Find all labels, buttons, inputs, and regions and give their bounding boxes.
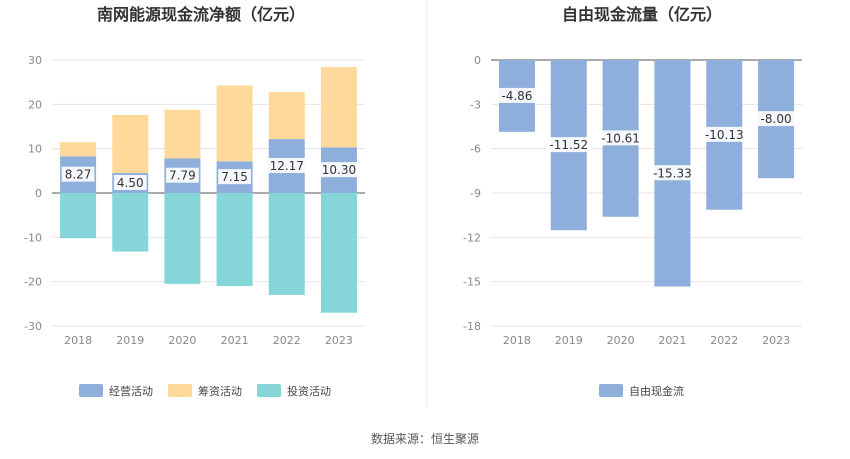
x-tick-label: 2019 (555, 334, 583, 347)
x-tick-label: 2023 (762, 334, 790, 347)
data-label: -11.52 (549, 138, 588, 152)
bar-financing (60, 142, 97, 157)
y-tick-label: 30 (28, 54, 42, 67)
y-tick-label: -6 (470, 143, 481, 156)
data-label: -10.13 (705, 128, 744, 142)
y-tick-label: 10 (28, 143, 42, 156)
data-label: -4.86 (501, 89, 532, 103)
bars (498, 60, 795, 287)
x-tick-label: 2021 (658, 334, 686, 347)
legend-swatch (79, 384, 103, 397)
data-label-bg (596, 130, 645, 146)
data-label-bg (166, 167, 199, 183)
y-axis: 0 -3 -6 -9 -12 -15 -18 (463, 54, 481, 333)
x-tick-label: 2023 (325, 334, 353, 347)
bar-investing (60, 193, 97, 239)
data-label-bg (61, 166, 95, 182)
y-tick-label: -30 (24, 320, 42, 333)
data-label: -8.00 (761, 112, 792, 126)
x-tick-label: 2018 (64, 334, 92, 347)
x-tick-label: 2020 (607, 334, 635, 347)
y-tick-label: -18 (463, 320, 481, 333)
data-label-bg (545, 137, 593, 153)
y-tick-label: 20 (28, 98, 42, 111)
x-tick-label: 2019 (116, 334, 144, 347)
data-label: 7.15 (221, 170, 248, 184)
y-axis: 30 20 10 0 -10 -20 -30 (24, 54, 42, 333)
y-tick-label: 0 (35, 187, 42, 200)
data-labels: 8.27 4.50 7.79 7.15 12.17 10.30 (61, 158, 359, 191)
x-axis: 2018 2019 2020 2021 2022 2023 (503, 334, 790, 347)
legend-label: 投资活动 (287, 384, 331, 398)
data-labels: -4.86 -11.52 -10.61 -15.33 -10.13 -8.00 (496, 87, 797, 181)
y-tick-label: -10 (24, 231, 42, 244)
bar-financing (320, 67, 357, 148)
y-tick-label: 0 (474, 54, 481, 67)
data-label: -10.61 (601, 131, 640, 145)
data-label-bg (318, 162, 359, 178)
bar-financing (216, 85, 253, 162)
data-label-bg (496, 87, 537, 103)
data-label: 7.79 (169, 169, 196, 183)
x-tick-label: 2021 (221, 334, 249, 347)
legend-label: 经营活动 (109, 384, 153, 398)
x-tick-label: 2020 (168, 334, 196, 347)
legend-swatch (168, 384, 192, 397)
legend-label: 自由现金流 (629, 384, 684, 398)
chart-title: 自由现金流量（亿元） (562, 5, 722, 24)
data-label-bg (700, 126, 748, 142)
source-note: 数据来源：恒生聚源 (371, 431, 479, 446)
data-label: 12.17 (270, 159, 304, 173)
x-tick-label: 2022 (273, 334, 301, 347)
grid (52, 59, 365, 327)
data-label: -15.33 (653, 166, 692, 180)
legend-label: 筹资活动 (198, 384, 242, 398)
data-label-bg (756, 111, 797, 127)
cash-flow-chart: 南网能源现金流净额（亿元） 30 20 10 0 -10 -20 -30 8.27 4.50 7… (24, 5, 365, 398)
legend: 自由现金流 (599, 384, 684, 398)
bar-financing (268, 92, 305, 140)
legend: 经营活动 筹资活动 投资活动 (79, 384, 331, 398)
bar-investing (320, 193, 357, 313)
y-tick-label: -3 (470, 98, 481, 111)
bar-investing (164, 193, 201, 284)
free-cash-flow-chart: 自由现金流量（亿元） 0-3-6-9-12-15-18 -4.86-11.52-… (463, 5, 802, 398)
bar-financing (112, 114, 149, 174)
x-tick-label: 2022 (710, 334, 738, 347)
y-tick-label: -12 (463, 231, 481, 244)
x-axis: 2018 2019 2020 2021 2022 2023 (64, 334, 353, 347)
bar-investing (268, 193, 305, 295)
legend-swatch (257, 384, 281, 397)
data-label-bg (648, 165, 697, 181)
legend-swatch (599, 384, 623, 397)
x-tick-label: 2018 (503, 334, 531, 347)
y-tick-label: -15 (463, 276, 481, 289)
chart-title: 南网能源现金流净额（亿元） (97, 5, 305, 24)
data-label: 8.27 (65, 168, 92, 182)
bar-financing (164, 109, 201, 159)
y-tick-label: -9 (470, 187, 481, 200)
data-label-bg (113, 175, 147, 191)
grid (491, 59, 802, 327)
data-label: 10.30 (322, 163, 356, 177)
data-label-bg (266, 158, 307, 174)
data-label: 4.50 (117, 176, 144, 190)
y-tick-label: -20 (24, 276, 42, 289)
bar-investing (216, 193, 253, 287)
data-label-bg (218, 169, 251, 185)
bar-investing (112, 193, 149, 252)
